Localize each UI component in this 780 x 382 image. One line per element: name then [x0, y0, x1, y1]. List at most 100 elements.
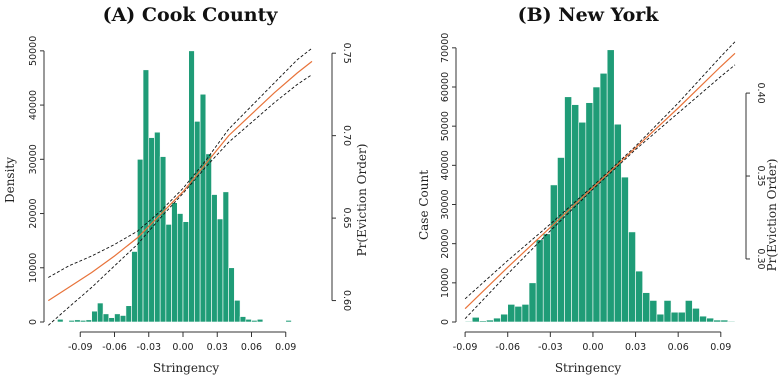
y-right-tick-label: 0.60: [341, 290, 352, 311]
histogram-bar: [692, 307, 700, 323]
fit-curves: [464, 41, 736, 320]
y-right-tick-label: 0.30: [755, 248, 766, 269]
histogram-bar: [131, 251, 138, 323]
histogram-bar: [621, 176, 629, 323]
histogram-bar: [97, 302, 104, 323]
x-tick-label: 0.00: [582, 342, 603, 353]
y-axis-right-label: Pr(Eviction Order): [765, 159, 779, 272]
y-left-tick-label: 0: [440, 319, 451, 325]
histogram-bar: [114, 313, 121, 323]
y-left-tick-label: 50000: [28, 36, 39, 66]
histogram-bar: [500, 313, 509, 323]
histogram-bar: [684, 300, 693, 323]
histogram-bar: [251, 320, 258, 323]
y-right-tick-label: 0.40: [755, 83, 766, 104]
x-tick-label: 0.06: [668, 342, 689, 353]
histogram-bar: [535, 239, 544, 323]
fitted-line: [47, 60, 313, 302]
histogram-bar: [578, 121, 587, 323]
histogram-bar: [102, 313, 110, 323]
histogram-bar: [142, 69, 150, 323]
x-tick-label: 0.09: [275, 342, 296, 353]
histogram-bar: [514, 306, 523, 323]
histogram-bar: [79, 320, 87, 323]
histogram-bar: [216, 218, 224, 323]
histogram-bar: [599, 72, 608, 323]
histogram-bar: [464, 320, 473, 323]
histogram-bar: [471, 316, 480, 323]
histogram-bar: [521, 304, 530, 323]
histogram-bar: [542, 233, 551, 323]
histogram-bar: [677, 311, 686, 323]
y-left-tick-label: 10000: [440, 268, 451, 298]
panel-title: (B) New York: [518, 4, 660, 26]
panel-cook-county: (A) Cook County -0.09 -0.06 -0.03 0.00 0.03 0…: [3, 4, 369, 375]
histogram-bar: [199, 93, 207, 323]
histogram-bar: [188, 50, 195, 323]
histogram-bar: [613, 123, 622, 323]
y-right-tick-label: 0.65: [341, 208, 352, 229]
ci-upper-line: [48, 47, 313, 278]
histogram-bar: [165, 224, 172, 323]
histogram-bar: [154, 131, 161, 323]
histogram-bar: [727, 320, 736, 323]
histogram-bar: [159, 156, 167, 323]
x-tick-label: -0.09: [453, 342, 478, 353]
panel-title: (A) Cook County: [103, 4, 279, 26]
y-left-tick-label: 50000: [440, 111, 451, 141]
fit-curves: [47, 47, 313, 326]
histogram-bars: [464, 49, 736, 323]
y-left-tick-label: 30000: [28, 144, 39, 174]
y-left-tick-label: 40000: [28, 90, 39, 120]
histogram-bar: [706, 317, 714, 323]
x-tick-label: -0.06: [495, 342, 520, 353]
y-left-tick-label: 20000: [440, 229, 451, 259]
histogram-bar: [642, 292, 651, 323]
histogram-bar: [239, 316, 247, 323]
histogram-bar: [68, 320, 75, 323]
histogram-bar: [74, 319, 81, 323]
y-left-tick-label: 20000: [28, 198, 39, 228]
y-left-tick-label: 0: [28, 319, 39, 325]
histogram-bar: [606, 49, 615, 323]
histogram-bar: [571, 104, 580, 323]
histogram-bars: [57, 50, 292, 323]
histogram-bar: [663, 300, 672, 323]
histogram-bar: [205, 153, 212, 323]
histogram-bar: [194, 121, 201, 323]
histogram-bar: [628, 231, 636, 323]
ci-upper-line: [464, 41, 736, 300]
y-left-tick-label: 70000: [440, 33, 451, 63]
histogram-bar: [171, 202, 178, 323]
histogram-bar: [720, 319, 729, 323]
y-right-tick-label: 0.35: [755, 165, 766, 186]
histogram-bar: [176, 213, 184, 323]
axes: -0.09 -0.06 -0.03 0.00 0.03 0.06 0.09 0 10000 200…: [440, 33, 766, 353]
histogram-bar: [507, 304, 516, 323]
y-left-tick-label: 40000: [440, 150, 451, 180]
histogram-bar: [699, 315, 707, 323]
histogram-bar: [245, 318, 252, 323]
histogram-bar: [222, 191, 229, 323]
histogram-bar: [493, 317, 501, 323]
histogram-bar: [656, 313, 665, 323]
histogram-bar: [528, 282, 537, 323]
histogram-bar: [211, 194, 218, 323]
histogram-bar: [285, 320, 292, 323]
x-tick-label: 0.00: [172, 342, 193, 353]
histogram-bar: [564, 96, 572, 323]
y-axis-right-label: Pr(Eviction Order): [355, 144, 369, 257]
histogram-bar: [486, 319, 494, 323]
histogram-bar: [119, 315, 127, 323]
x-tick-label: 0.03: [625, 342, 646, 353]
histogram-bar: [670, 311, 679, 323]
x-tick-label: -0.06: [102, 342, 127, 353]
histogram-bar: [57, 318, 64, 323]
y-left-tick-label: 60000: [440, 72, 451, 102]
histogram-bar: [234, 300, 241, 323]
x-tick-label: -0.03: [136, 342, 161, 353]
histogram-bar: [182, 221, 190, 323]
x-axis-label: Stringency: [555, 361, 622, 375]
panel-new-york: (B) New York -0.09 -0.06 -0.03 0.00 0.03 0.06…: [417, 4, 779, 375]
y-left-tick-label: 10000: [28, 253, 39, 283]
